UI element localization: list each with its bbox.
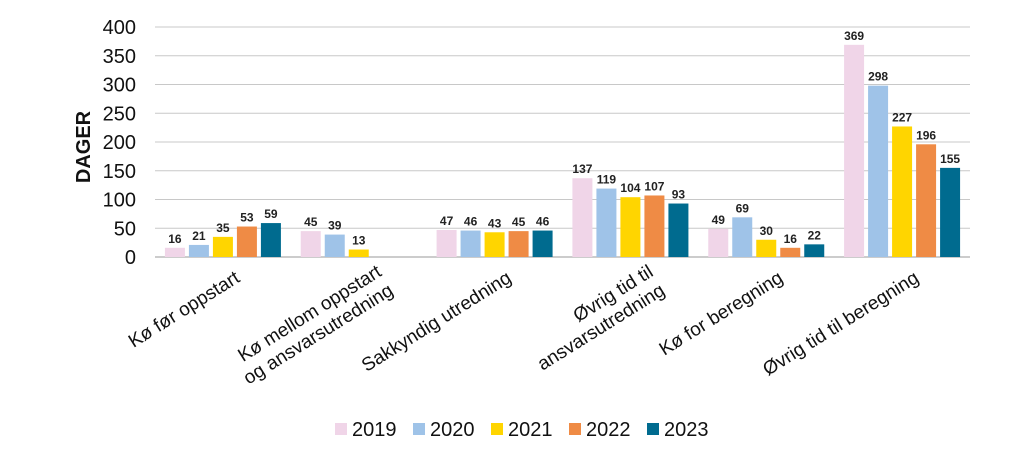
- y-tick-label: 350: [103, 46, 136, 68]
- bar-2020: [596, 188, 617, 257]
- data-label: 53: [240, 211, 254, 225]
- y-tick-label: 100: [103, 190, 136, 212]
- bar-2019: [164, 247, 185, 257]
- data-label: 16: [168, 232, 182, 246]
- bar-2020: [324, 234, 345, 257]
- data-label: 298: [868, 70, 888, 84]
- data-label: 137: [572, 162, 592, 176]
- data-label: 49: [712, 213, 726, 227]
- bar-2022: [916, 144, 937, 257]
- data-label: 119: [597, 173, 617, 187]
- legend: 2019 2020 2021 2022 2023: [335, 419, 709, 441]
- category-label: Øvrig tid tilansvarsutredning: [522, 261, 668, 375]
- bar-2023: [532, 230, 553, 257]
- bar-2019: [572, 178, 593, 257]
- bar-2021: [756, 239, 777, 257]
- data-label: 196: [916, 128, 936, 142]
- category-label: Kø før oppstart: [125, 267, 244, 352]
- data-label: 155: [940, 152, 960, 166]
- bar-2020: [732, 217, 753, 257]
- data-label: 13: [352, 234, 366, 248]
- category-label-line: Kø for beregning: [656, 267, 787, 360]
- bar-2022: [508, 231, 529, 257]
- bar-2022: [780, 247, 801, 257]
- bar-2019: [708, 228, 729, 257]
- y-tick-label: 250: [103, 103, 136, 125]
- legend-swatch-2023: [647, 423, 659, 435]
- legend-label-2019: 2019: [352, 419, 397, 441]
- data-label: 47: [440, 214, 454, 228]
- data-label: 21: [192, 229, 206, 243]
- bar-2019: [844, 44, 865, 258]
- data-label: 59: [264, 207, 278, 221]
- bar-2023: [260, 223, 281, 257]
- legend-swatch-2021: [491, 423, 503, 435]
- data-label: 35: [216, 221, 230, 235]
- bar-2019: [300, 231, 321, 257]
- data-label: 16: [784, 232, 798, 246]
- data-label: 104: [620, 181, 640, 195]
- bar-2021: [620, 197, 641, 257]
- y-tick-label: 300: [103, 75, 136, 97]
- y-axis-ticks: 0 50 100 150 200 250 300 350 400: [103, 17, 136, 269]
- data-label: 107: [644, 179, 664, 193]
- category-label: Kø for beregning: [656, 267, 787, 360]
- bar-2023: [804, 244, 825, 257]
- legend-swatch-2022: [569, 423, 581, 435]
- category-label-line: Kø før oppstart: [125, 267, 244, 352]
- data-label: 45: [512, 215, 526, 229]
- bar-2021: [892, 126, 913, 257]
- bar-2022: [236, 226, 257, 257]
- legend-label-2022: 2022: [586, 419, 631, 441]
- data-label: 45: [304, 215, 318, 229]
- bar-2020: [460, 230, 481, 257]
- data-label: 93: [672, 188, 686, 202]
- bar-2021: [348, 249, 369, 257]
- bars: [164, 44, 961, 258]
- data-label: 39: [328, 219, 342, 233]
- bar-2020: [188, 244, 209, 257]
- bar-2023: [668, 203, 689, 257]
- y-tick-label: 50: [114, 218, 136, 240]
- data-label: 22: [808, 228, 822, 242]
- legend-swatch-2020: [413, 423, 425, 435]
- y-tick-label: 400: [103, 17, 136, 39]
- data-label: 43: [488, 216, 502, 230]
- y-axis-label: DAGER: [73, 110, 95, 183]
- bar-2019: [436, 229, 457, 257]
- bar-2020: [868, 85, 889, 258]
- data-label: 227: [892, 110, 912, 124]
- legend-swatch-2019: [335, 423, 347, 435]
- y-tick-label: 150: [103, 161, 136, 183]
- data-label: 30: [760, 224, 774, 238]
- legend-label-2023: 2023: [664, 419, 709, 441]
- bar-2022: [644, 195, 665, 257]
- y-tick-label: 200: [103, 132, 136, 154]
- gridlines: [155, 26, 970, 258]
- bar-2023: [940, 167, 961, 257]
- bar-2021: [484, 232, 505, 257]
- data-label: 369: [844, 29, 864, 43]
- legend-label-2020: 2020: [430, 419, 475, 441]
- data-label: 46: [536, 215, 550, 229]
- legend-label-2021: 2021: [508, 419, 553, 441]
- y-tick-label: 0: [125, 247, 136, 269]
- data-label: 46: [464, 215, 478, 229]
- bar-2021: [212, 236, 233, 257]
- data-label: 69: [736, 201, 750, 215]
